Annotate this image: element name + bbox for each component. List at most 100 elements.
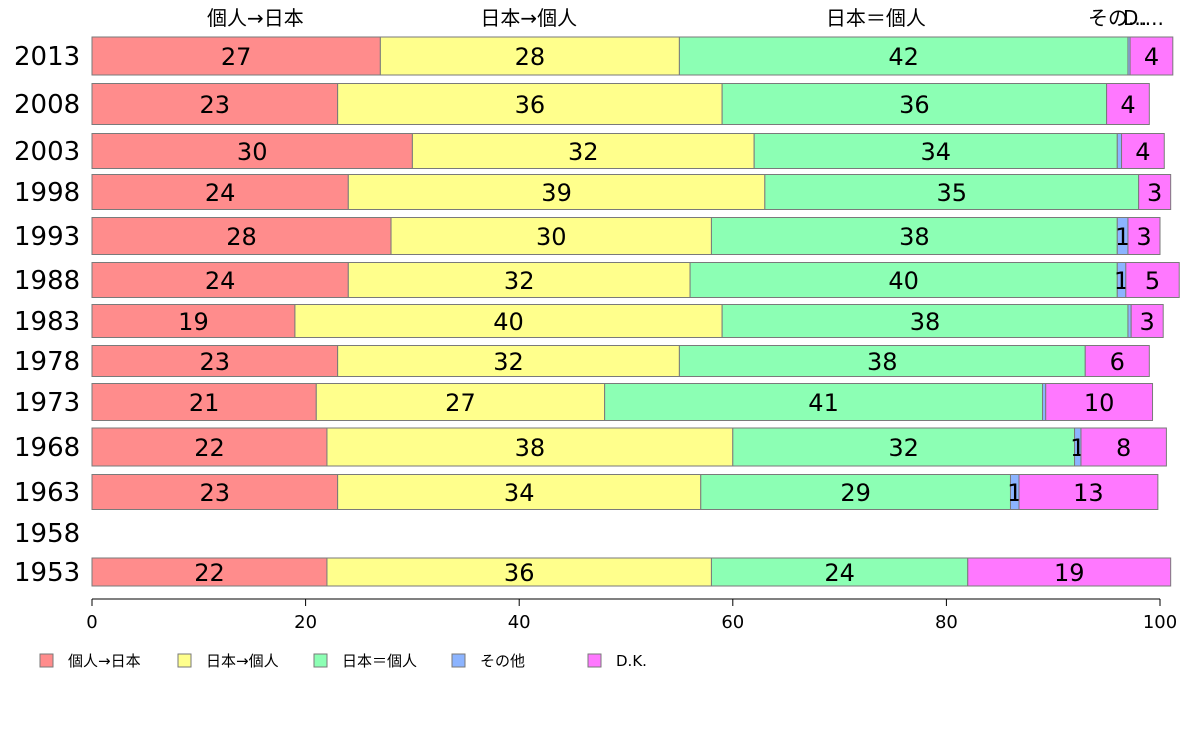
bar-value-label: 38	[867, 348, 898, 376]
bar-value-label: 19	[1054, 559, 1085, 587]
legend-swatch	[451, 653, 466, 668]
bar-value-label: 4	[1144, 43, 1159, 71]
bar-value-label: 34	[504, 479, 535, 507]
bar-value-label: 38	[910, 308, 941, 336]
year-label: 1993	[14, 222, 80, 252]
bar-segment	[1018, 474, 1159, 510]
bar-value-label: 38	[899, 223, 930, 251]
bar-value-label: 28	[226, 223, 257, 251]
x-tick-label: 20	[294, 612, 317, 633]
bar-segment	[1129, 36, 1174, 76]
bar-segment	[721, 304, 1129, 338]
year-label: 1968	[14, 433, 80, 463]
year-label: 2013	[14, 42, 80, 72]
bar-value-label: 24	[205, 267, 236, 295]
bar-segment	[967, 557, 1172, 587]
bar-segment	[91, 36, 381, 76]
x-tick-label: 40	[508, 612, 531, 633]
bar-value-label: 24	[205, 179, 236, 207]
bar-segment	[700, 474, 1011, 510]
bar-segment	[721, 83, 1108, 125]
bar-value-label: 34	[920, 138, 951, 166]
bar-segment	[91, 304, 296, 338]
bar-value-label: 27	[221, 43, 252, 71]
bar-value-label: 28	[515, 43, 546, 71]
bar-segment	[91, 174, 349, 210]
bar-value-label: 42	[888, 43, 919, 71]
bar-segment	[604, 383, 1044, 421]
bar-segment	[379, 36, 680, 76]
legend-label: その他	[480, 652, 525, 670]
bar-segment	[1045, 383, 1154, 421]
bar-segment	[337, 345, 680, 377]
x-tick-label: 60	[721, 612, 744, 633]
bar-value-label: 41	[808, 389, 839, 417]
column-header: D....	[1123, 6, 1164, 30]
bar-segment	[1125, 262, 1180, 298]
bar-segment	[91, 133, 413, 169]
bar-value-label: 38	[515, 434, 546, 462]
bar-segment	[678, 36, 1129, 76]
bar-value-label: 23	[200, 91, 231, 119]
year-label: 2008	[14, 90, 80, 120]
bar-value-label: 36	[515, 91, 546, 119]
bar-value-label: 6	[1110, 348, 1125, 376]
year-label: 1983	[14, 307, 80, 337]
bar-value-label: 27	[445, 389, 476, 417]
bar-value-label: 3	[1140, 308, 1155, 336]
bar-segment	[1127, 217, 1161, 255]
bar-value-label: 30	[237, 138, 268, 166]
bar-value-label: 1	[1115, 223, 1130, 251]
year-label: 1973	[14, 388, 80, 418]
bar-value-label: 24	[824, 559, 855, 587]
year-label: 1953	[14, 558, 80, 588]
bar-segment	[1116, 133, 1123, 169]
bar-segment	[710, 557, 969, 587]
bar-segment	[1121, 133, 1165, 169]
bar-value-label: 3	[1147, 179, 1162, 207]
bar-value-label: 32	[504, 267, 535, 295]
legend-label: D.K.	[616, 652, 647, 670]
bar-value-label: 13	[1073, 479, 1104, 507]
bar-value-label: 23	[200, 479, 231, 507]
year-label: 1963	[14, 478, 80, 508]
bar-value-label: 40	[888, 267, 919, 295]
x-tick-label: 0	[86, 612, 97, 633]
year-label: 1988	[14, 266, 80, 296]
bar-segment	[91, 262, 349, 298]
bar-segment	[732, 427, 1076, 467]
bar-segment	[390, 217, 712, 255]
legend-label: 個人→日本	[68, 652, 141, 670]
bar-segment	[1106, 83, 1150, 125]
year-label: 1998	[14, 178, 80, 208]
bar-value-label: 36	[504, 559, 535, 587]
bar-value-label: 23	[200, 348, 231, 376]
bar-value-label: 40	[493, 308, 524, 336]
bar-segment	[1080, 427, 1167, 467]
bar-segment	[91, 427, 328, 467]
column-header: 日本→個人	[480, 6, 577, 30]
bar-segment	[91, 474, 339, 510]
bar-value-label: 35	[936, 179, 967, 207]
bar-segment	[91, 83, 339, 125]
bar-segment	[347, 174, 766, 210]
legend-swatch	[39, 653, 54, 668]
bar-value-label: 4	[1135, 138, 1150, 166]
column-header: 個人→日本	[207, 6, 304, 30]
bar-value-label: 39	[541, 179, 572, 207]
bar-value-label: 19	[178, 308, 209, 336]
bar-value-label: 32	[888, 434, 919, 462]
bar-value-label: 10	[1084, 389, 1115, 417]
bar-segment	[337, 474, 702, 510]
legend-swatch	[177, 653, 192, 668]
bar-value-label: 32	[493, 348, 524, 376]
x-tick-label: 100	[1143, 612, 1177, 633]
year-label: 1978	[14, 347, 80, 377]
bar-value-label: 22	[194, 434, 225, 462]
year-label: 1958	[14, 519, 80, 549]
bar-segment	[1138, 174, 1172, 210]
bar-value-label: 29	[840, 479, 871, 507]
bar-segment	[91, 557, 328, 587]
legend-label: 日本→個人	[206, 652, 279, 670]
x-tick-label: 80	[935, 612, 958, 633]
